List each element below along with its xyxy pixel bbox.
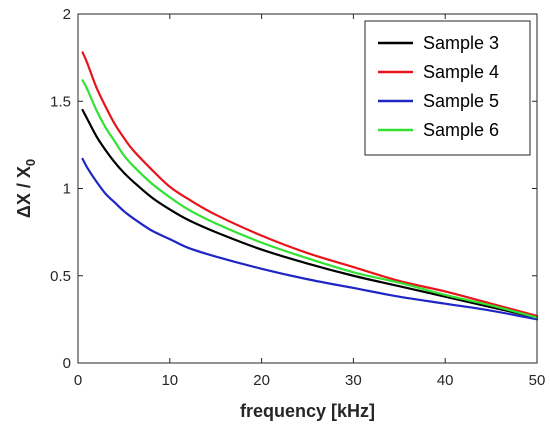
legend-label-2: Sample 4 [423,62,499,82]
x-tick-label: 0 [74,372,82,389]
y-tick-label: 0.5 [50,268,71,285]
y-axis-label-main: ΔX / X [14,166,34,218]
y-tick-label: 1 [63,181,71,198]
series-line-2 [81,51,539,317]
legend-label-1: Sample 3 [423,33,499,53]
y-axis-label-subscript: 0 [23,159,38,166]
legend-label-4: Sample 6 [423,120,499,140]
legend-label-3: Sample 5 [423,91,499,111]
y-axis-label: ΔX / X0 [14,159,38,218]
series-line-4 [81,79,539,319]
series-line-1 [81,108,539,319]
x-axis-label: frequency [kHz] [240,401,375,421]
ticks-layer: 0 10 20 30 40 50 0 0.5 1 1.5 2 [50,6,545,389]
x-tick-label: 50 [529,372,546,389]
x-tick-label: 30 [345,372,362,389]
y-tick-label: 0 [63,355,71,372]
series-layer [81,51,539,321]
y-tick-label: 2 [63,6,71,23]
x-tick-label: 40 [437,372,454,389]
y-tick-label: 1.5 [50,93,71,110]
x-tick-label: 20 [253,372,270,389]
series-line-3 [81,157,539,321]
legend: Sample 3 Sample 4 Sample 5 Sample 6 [364,20,531,156]
x-tick-label: 10 [161,372,178,389]
